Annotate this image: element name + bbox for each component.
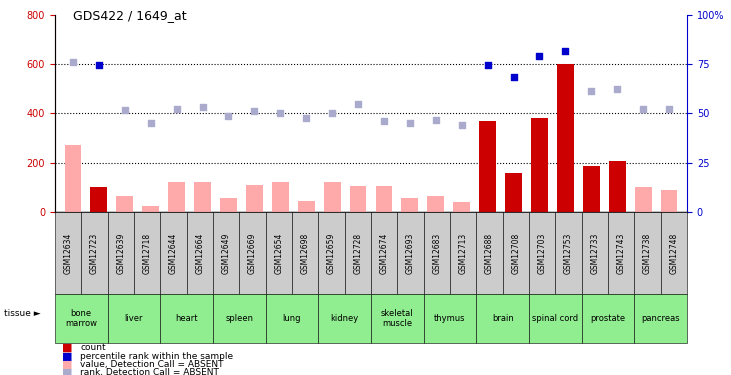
- Text: spleen: spleen: [225, 314, 253, 323]
- Text: ■: ■: [62, 351, 72, 361]
- Point: [145, 120, 156, 126]
- Bar: [194, 182, 211, 212]
- Bar: [349, 186, 366, 212]
- Bar: [661, 190, 678, 212]
- Bar: [583, 166, 599, 212]
- Text: GSM12644: GSM12644: [169, 232, 178, 274]
- Text: percentile rank within the sample: percentile rank within the sample: [80, 352, 233, 361]
- Text: GSM12728: GSM12728: [353, 232, 363, 274]
- Point: [663, 105, 675, 111]
- Point: [534, 53, 545, 58]
- Text: GSM12708: GSM12708: [512, 232, 520, 274]
- Text: prostate: prostate: [591, 314, 626, 323]
- Text: GSM12703: GSM12703: [538, 232, 547, 274]
- Text: GSM12743: GSM12743: [617, 232, 626, 274]
- Text: tissue ►: tissue ►: [4, 309, 40, 318]
- Text: ■: ■: [62, 360, 72, 369]
- Point: [507, 74, 519, 80]
- Text: GSM12659: GSM12659: [327, 232, 336, 274]
- Text: lung: lung: [283, 314, 301, 323]
- Text: spinal cord: spinal cord: [532, 314, 578, 323]
- Text: GSM12748: GSM12748: [670, 232, 678, 274]
- Text: heart: heart: [175, 314, 198, 323]
- Text: rank, Detection Call = ABSENT: rank, Detection Call = ABSENT: [80, 368, 219, 375]
- Bar: [557, 64, 574, 212]
- Bar: [272, 182, 289, 212]
- Text: GDS422 / 1649_at: GDS422 / 1649_at: [73, 9, 186, 22]
- Text: GSM12713: GSM12713: [458, 232, 468, 274]
- Text: GSM12654: GSM12654: [274, 232, 284, 274]
- Text: GSM12738: GSM12738: [643, 232, 652, 274]
- Text: GSM12683: GSM12683: [432, 232, 442, 274]
- Bar: [428, 196, 444, 212]
- Point: [456, 122, 468, 128]
- Bar: [324, 182, 341, 212]
- Point: [637, 105, 649, 111]
- Text: GSM12688: GSM12688: [485, 232, 494, 274]
- Point: [586, 88, 597, 94]
- Bar: [298, 201, 314, 212]
- Bar: [609, 161, 626, 212]
- Point: [171, 105, 183, 111]
- Bar: [635, 187, 651, 212]
- Bar: [401, 198, 418, 212]
- Point: [119, 107, 131, 113]
- Text: GSM12649: GSM12649: [221, 232, 230, 274]
- Text: GSM12664: GSM12664: [195, 232, 204, 274]
- Text: pancreas: pancreas: [642, 314, 680, 323]
- Bar: [505, 172, 522, 212]
- Point: [378, 118, 390, 124]
- Text: GSM12634: GSM12634: [64, 232, 72, 274]
- Bar: [531, 118, 548, 212]
- Text: GSM12669: GSM12669: [248, 232, 257, 274]
- Point: [482, 63, 493, 69]
- Bar: [116, 196, 133, 212]
- Point: [559, 48, 571, 54]
- Text: thymus: thymus: [434, 314, 466, 323]
- Text: GSM12693: GSM12693: [406, 232, 415, 274]
- Text: GSM12753: GSM12753: [564, 232, 573, 274]
- Text: ■: ■: [62, 368, 72, 375]
- Bar: [480, 121, 496, 212]
- Bar: [64, 146, 81, 212]
- Point: [249, 108, 260, 114]
- Point: [197, 104, 208, 110]
- Bar: [168, 182, 185, 212]
- Point: [223, 113, 235, 119]
- Text: GSM12718: GSM12718: [143, 232, 151, 274]
- Bar: [220, 198, 237, 212]
- Text: ■: ■: [62, 343, 72, 353]
- Text: count: count: [80, 344, 106, 352]
- Bar: [453, 202, 470, 212]
- Text: GSM12698: GSM12698: [300, 232, 310, 274]
- Point: [430, 117, 442, 123]
- Bar: [143, 206, 159, 212]
- Point: [404, 120, 416, 126]
- Bar: [246, 185, 262, 212]
- Point: [611, 86, 623, 92]
- Bar: [376, 186, 393, 212]
- Point: [67, 59, 79, 65]
- Text: GSM12639: GSM12639: [116, 232, 125, 274]
- Text: brain: brain: [492, 314, 514, 323]
- Point: [93, 63, 105, 69]
- Text: kidney: kidney: [330, 314, 359, 323]
- Text: GSM12723: GSM12723: [90, 232, 99, 274]
- Point: [352, 100, 364, 106]
- Point: [326, 110, 338, 116]
- Text: bone
marrow: bone marrow: [65, 309, 97, 328]
- Bar: [91, 187, 107, 212]
- Point: [274, 110, 286, 116]
- Text: GSM12674: GSM12674: [379, 232, 389, 274]
- Point: [300, 116, 312, 122]
- Text: value, Detection Call = ABSENT: value, Detection Call = ABSENT: [80, 360, 224, 369]
- Text: skeletal
muscle: skeletal muscle: [381, 309, 414, 328]
- Text: liver: liver: [124, 314, 143, 323]
- Text: GSM12733: GSM12733: [591, 232, 599, 274]
